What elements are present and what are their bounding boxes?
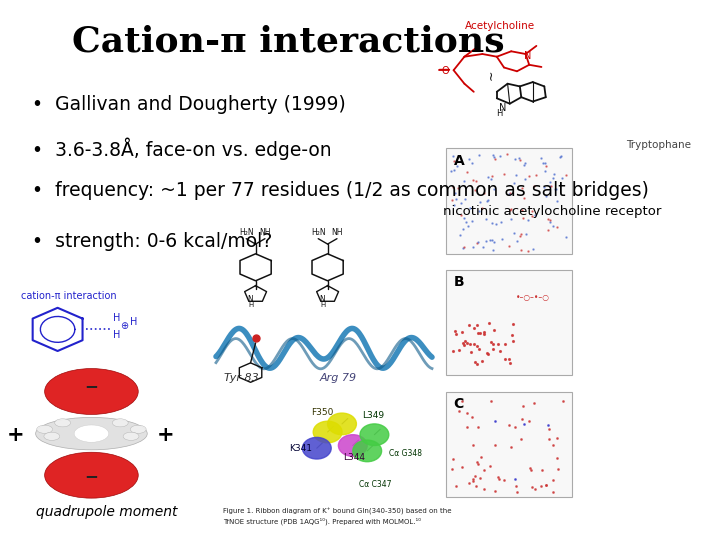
Ellipse shape [112, 419, 128, 427]
Text: NH: NH [259, 228, 271, 237]
Text: •–○–•–○: •–○–•–○ [516, 293, 550, 302]
Text: B: B [454, 275, 464, 289]
Text: K341: K341 [289, 444, 312, 453]
Circle shape [302, 437, 331, 459]
FancyBboxPatch shape [446, 392, 572, 497]
FancyBboxPatch shape [446, 270, 572, 375]
Text: N: N [524, 51, 531, 60]
Text: C: C [454, 397, 464, 411]
Text: •  3.6-3.8Å, face-on vs. edge-on: • 3.6-3.8Å, face-on vs. edge-on [32, 138, 332, 160]
Text: quadrupole moment: quadrupole moment [36, 505, 177, 519]
Ellipse shape [37, 426, 53, 433]
Ellipse shape [130, 426, 146, 433]
Text: Acetylcholine: Acetylcholine [465, 21, 536, 31]
Ellipse shape [74, 425, 109, 442]
Text: +: + [157, 424, 174, 445]
Ellipse shape [45, 368, 138, 415]
Text: H: H [248, 302, 253, 308]
Text: H: H [113, 313, 120, 323]
Text: Tyr 83: Tyr 83 [224, 373, 258, 383]
Text: H: H [130, 317, 137, 327]
Text: Arg 79: Arg 79 [320, 373, 357, 383]
Text: ∼: ∼ [485, 69, 498, 80]
Ellipse shape [123, 432, 139, 441]
FancyBboxPatch shape [446, 148, 572, 254]
Text: Figure 1. Ribbon diagram of K⁺ bound Gln(340-350) based on the
TrNOE structure (: Figure 1. Ribbon diagram of K⁺ bound Gln… [223, 508, 451, 525]
Ellipse shape [45, 453, 138, 498]
Ellipse shape [55, 419, 71, 427]
Text: Cα C347: Cα C347 [359, 480, 391, 489]
Text: H: H [113, 329, 120, 340]
Text: −: − [84, 467, 99, 485]
Text: H₂N: H₂N [311, 228, 325, 237]
Text: H: H [320, 302, 325, 308]
Text: •  Gallivan and Dougherty (1999): • Gallivan and Dougherty (1999) [32, 94, 346, 113]
Text: H: H [496, 109, 502, 118]
Circle shape [328, 413, 356, 435]
Text: +: + [7, 424, 24, 445]
Text: •  frequency: ~1 per 77 residues (1/2 as common as salt bridges): • frequency: ~1 per 77 residues (1/2 as … [32, 181, 649, 200]
Text: H₂N: H₂N [239, 228, 253, 237]
Ellipse shape [36, 417, 148, 450]
Ellipse shape [44, 432, 60, 441]
Text: −: − [84, 377, 99, 395]
Text: ⊕: ⊕ [120, 321, 128, 332]
Text: Cation-π interactions: Cation-π interactions [72, 24, 504, 58]
Text: N: N [320, 295, 325, 305]
Circle shape [338, 435, 367, 456]
Text: Tryptophane: Tryptophane [626, 140, 691, 151]
Text: L349: L349 [363, 411, 384, 421]
Text: Cα G348: Cα G348 [389, 449, 422, 458]
Text: cation-π interaction: cation-π interaction [21, 291, 116, 301]
Circle shape [353, 440, 382, 462]
Text: F350: F350 [311, 408, 334, 417]
Circle shape [313, 421, 342, 443]
Text: A: A [454, 154, 464, 168]
Text: L344: L344 [343, 453, 365, 462]
Text: nicotinic acetylocholine receptor: nicotinic acetylocholine receptor [443, 205, 661, 218]
Text: N: N [499, 103, 506, 113]
Text: •  strength: 0-6 kcal/mol?: • strength: 0-6 kcal/mol? [32, 232, 273, 251]
Circle shape [360, 424, 389, 446]
Text: N: N [248, 295, 253, 305]
Text: NH: NH [331, 228, 343, 237]
Text: O: O [441, 66, 449, 76]
